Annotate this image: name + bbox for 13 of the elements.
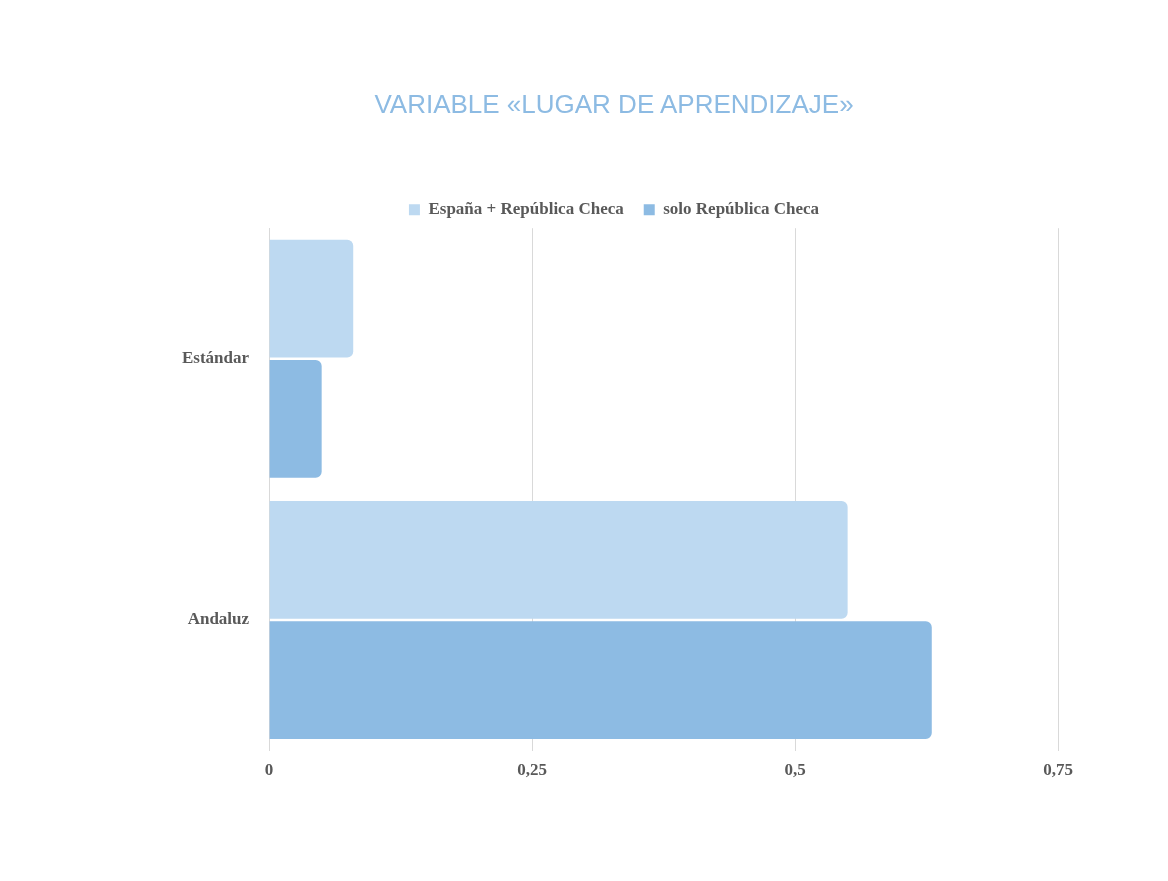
bar (269, 239, 354, 358)
bar (269, 501, 848, 619)
legend-label: España + República Checa (428, 199, 625, 219)
x-tick-label: 0,25 (517, 760, 547, 780)
x-tick-label: 0 (264, 760, 274, 780)
y-tick-label: Estándar (181, 348, 250, 368)
x-tick-label: 0,5 (784, 760, 806, 780)
chart-title: VARIABLE «LUGAR DE APRENDIZAJE» (374, 88, 854, 119)
x-tick-label: 0,75 (1043, 760, 1073, 780)
legend-label: solo República Checa (663, 199, 820, 219)
bar (269, 360, 322, 478)
y-tick-label: Andaluz (187, 609, 250, 629)
bar (269, 621, 932, 739)
